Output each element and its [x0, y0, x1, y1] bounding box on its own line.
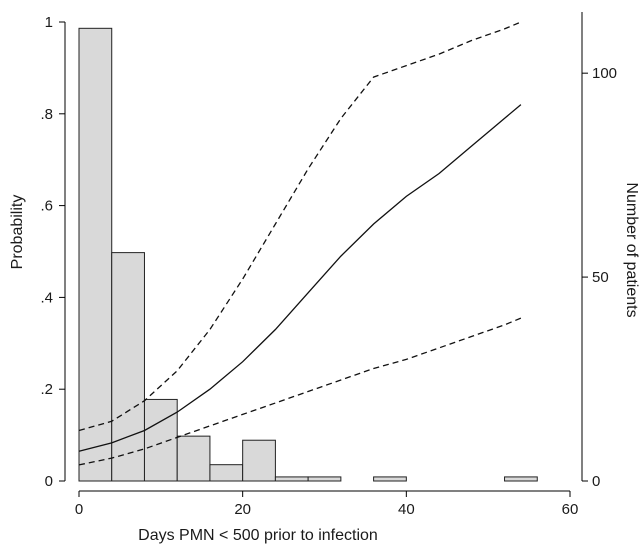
- histogram-bar-1: [111, 252, 145, 482]
- histogram-bar-8: [373, 476, 407, 482]
- axes: [64, 12, 583, 492]
- y-axis-label-left: Probability: [9, 195, 26, 270]
- histogram-bar-0: [78, 27, 113, 482]
- y-left-tick-label: .2: [40, 381, 53, 398]
- histogram-bar-9: [504, 476, 538, 482]
- confidence-band-curve-2: [78, 317, 522, 466]
- fitted-curve-0: [78, 104, 522, 452]
- x-axis-label: Days PMN < 500 prior to infection: [138, 527, 378, 544]
- histogram-bar-5: [242, 439, 276, 482]
- x-tick-label: 60: [562, 501, 579, 518]
- y-left-tick-label: .8: [40, 106, 53, 123]
- y-left-tick-label: 1: [45, 14, 53, 31]
- histogram-bar-4: [209, 464, 244, 482]
- y-left-tick-label: .6: [40, 198, 53, 215]
- y-right-tick-label: 0: [592, 473, 600, 490]
- y-axis-label-right: Number of patients: [623, 182, 640, 317]
- histogram-bar-2: [143, 398, 178, 482]
- x-tick-label: 20: [234, 501, 251, 518]
- confidence-band-curve-1: [78, 21, 522, 432]
- curves: [78, 21, 522, 466]
- histogram-bar-3: [176, 435, 211, 482]
- x-tick-label: 40: [398, 501, 415, 518]
- histogram-bar-6: [274, 476, 309, 482]
- histogram-bar-7: [307, 476, 342, 482]
- y-right-tick-label: 50: [592, 269, 609, 286]
- x-tick-label: 0: [75, 501, 83, 518]
- y-left-tick-label: .4: [40, 289, 53, 306]
- histogram-bars: [78, 27, 538, 482]
- tick-marks-and-labels: 0 20 40 60 0 .2 .4 .6 .8 1 0 50 100: [40, 14, 617, 518]
- y-right-tick-label: 100: [592, 65, 617, 82]
- y-left-tick-label: 0: [45, 473, 53, 490]
